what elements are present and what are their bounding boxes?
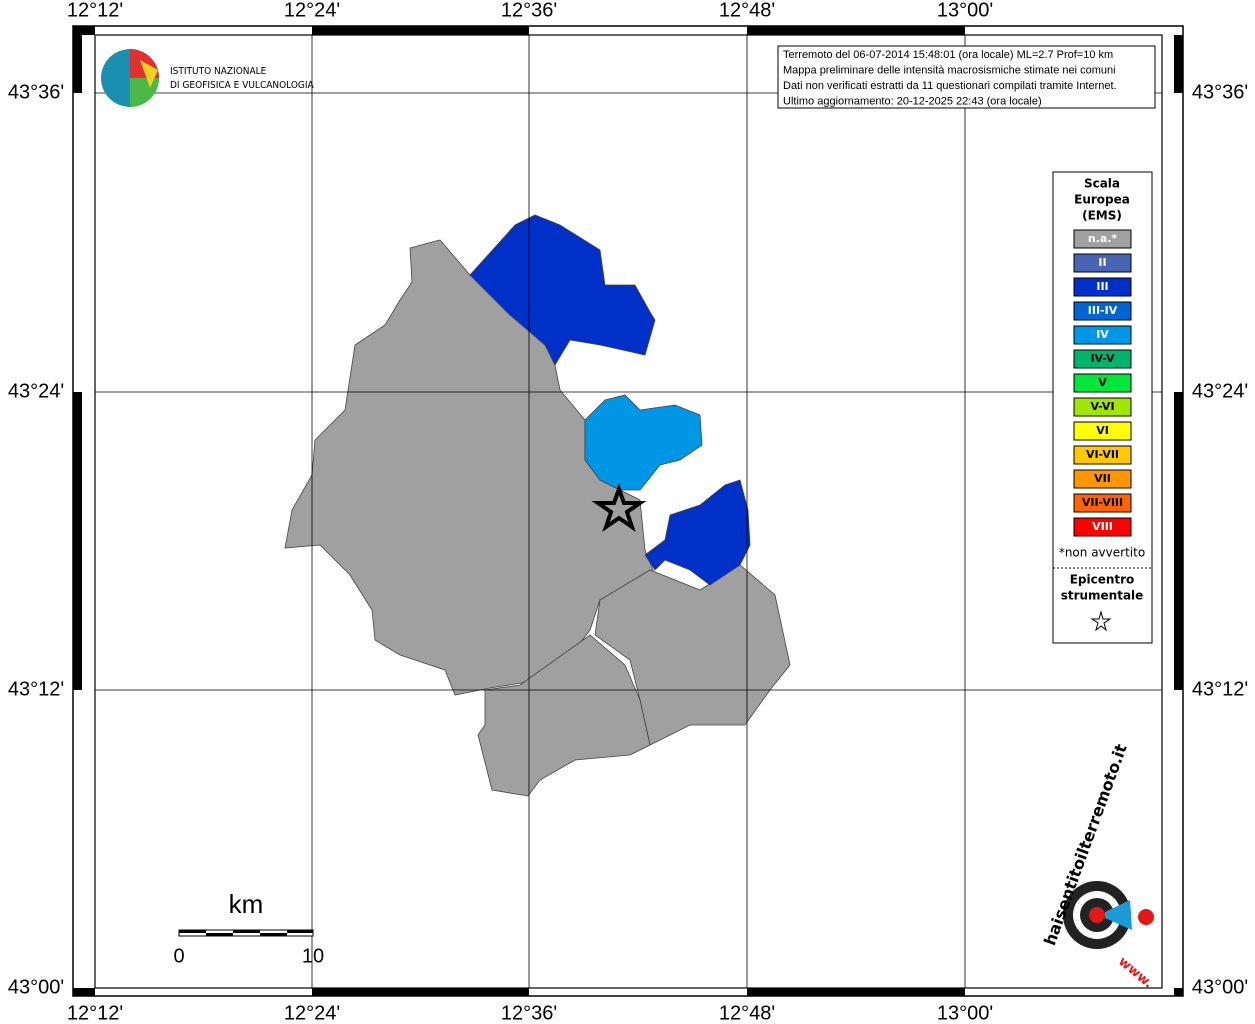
frame-bar	[1174, 988, 1183, 996]
logo-text: DI GEOFISICA E VULCANOLOGIA	[170, 80, 315, 91]
legend-label: III-IV	[1088, 304, 1118, 317]
legend-epicenter: strumentale	[1061, 589, 1144, 603]
lon-label: 12°48'	[719, 1002, 775, 1024]
legend: ScalaEuropea(EMS)n.a.*IIIIIIII-IVIVIV-VV…	[1073, 177, 1132, 537]
lon-label: 13°00'	[937, 0, 993, 21]
lat-label: 43°00'	[8, 976, 64, 998]
regions	[284, 214, 791, 797]
scale-label: 0	[173, 945, 184, 967]
lat-label: 43°24'	[1192, 380, 1248, 402]
scale-segment	[287, 930, 313, 933]
legend-note: *non avvertito	[1059, 546, 1145, 560]
legend-swatch	[1073, 517, 1132, 537]
scale-label: 10	[302, 945, 324, 967]
info-line: Ultimo aggiornamento: 20-12-2025 22:43 (…	[783, 95, 1042, 107]
info-line: Terremoto del 06-07-2014 15:48:01 (ora l…	[783, 49, 1113, 61]
lat-label: 43°36'	[1192, 81, 1248, 103]
info-box	[777, 45, 1156, 109]
legend-swatch	[1073, 445, 1132, 465]
epicenter-star	[591, 483, 647, 533]
legend-label: VI-VII	[1086, 448, 1119, 461]
ingv-logo: ISTITUTO NAZIONALE DI GEOFISICA E VULCAN…	[101, 49, 315, 107]
frame-bar	[747, 988, 965, 996]
region	[284, 239, 656, 696]
tick-labels: 12°12' 12°12' 12°24' 12°24' 12°36' 12°36' 12°4…	[8, 0, 1248, 1024]
legend-swatch	[1073, 229, 1132, 249]
legend-label: III	[1096, 280, 1108, 293]
info-lines: Terremoto del 06-07-2014 15:48:01 (ora l…	[783, 49, 1117, 108]
lat-label: 43°36'	[8, 81, 64, 103]
region	[644, 479, 751, 586]
legend-label: VII-VIII	[1082, 496, 1123, 509]
frame-bar	[1174, 392, 1183, 690]
legend-label: VI	[1096, 424, 1109, 437]
legend-swatch	[1073, 469, 1132, 489]
legend-swatch	[1073, 493, 1132, 513]
legend-title: Europea	[1074, 193, 1130, 207]
lon-label: 12°12'	[67, 0, 123, 21]
scale-unit: km	[229, 889, 264, 919]
scale-segment	[206, 933, 233, 936]
legend-star	[1090, 610, 1112, 632]
scale-bar: km 0 10	[173, 889, 324, 967]
lon-label: 12°12'	[67, 1002, 123, 1024]
frame-bar	[747, 26, 965, 35]
legend-swatch	[1073, 397, 1132, 417]
legend-label: II	[1098, 256, 1106, 269]
legend-label: IV-V	[1090, 352, 1115, 365]
scale-segment	[233, 930, 260, 933]
logo-segment	[140, 60, 158, 88]
site-logo-dot	[1089, 907, 1105, 923]
legend-swatch	[1073, 373, 1132, 393]
frame-bar	[73, 988, 95, 996]
lon-label: 12°36'	[501, 1002, 557, 1024]
legend-label: V	[1098, 376, 1107, 389]
frame-bar	[73, 35, 82, 93]
site-logo-badge	[1138, 909, 1154, 925]
legend-swatch	[1073, 349, 1132, 369]
region	[469, 214, 656, 366]
lon-label: 12°24'	[284, 0, 340, 21]
legend-label: n.a.*	[1088, 232, 1118, 245]
frame-bar	[73, 26, 95, 35]
info-line: Dati non verificati estratti da 11 quest…	[783, 80, 1117, 92]
legend-swatch	[1073, 421, 1132, 441]
frame-bars	[73, 26, 1183, 996]
scale-segment	[179, 930, 206, 933]
legend-swatch	[1073, 301, 1132, 321]
region	[594, 564, 791, 746]
lon-label: 12°24'	[284, 1002, 340, 1024]
lat-label: 43°12'	[8, 678, 64, 700]
legend-swatch	[1073, 253, 1132, 273]
lon-label: 12°36'	[501, 0, 557, 21]
site-logo-beam	[1105, 900, 1132, 930]
legend-swatch	[1073, 277, 1132, 297]
legend-swatch	[1073, 325, 1132, 345]
legend-label: V-VI	[1090, 400, 1114, 413]
legend-epicenter: Epicentro	[1070, 573, 1135, 587]
lat-label: 43°12'	[1192, 678, 1248, 700]
frame-bar	[1174, 35, 1183, 93]
legend-label: VII	[1094, 472, 1111, 485]
legend-label: VIII	[1092, 520, 1113, 533]
frame-bar	[312, 988, 529, 996]
frame-bar	[312, 26, 529, 35]
logo-text: ISTITUTO NAZIONALE	[170, 66, 267, 77]
frame-inner	[94, 34, 1163, 989]
legend-title: Scala	[1084, 177, 1120, 191]
scale-segment	[260, 933, 287, 936]
lon-label: 12°48'	[719, 0, 775, 21]
legend-label: IV	[1096, 328, 1109, 341]
info-line: Mappa preliminare delle intensità macros…	[783, 64, 1116, 76]
region	[584, 394, 703, 491]
logo-segment	[130, 78, 159, 107]
frame	[72, 25, 1184, 997]
legend-title: (EMS)	[1082, 209, 1122, 223]
lon-label: 13°00'	[937, 1002, 993, 1024]
lat-label: 43°00'	[1192, 976, 1248, 998]
region	[477, 634, 651, 797]
frame-bar	[73, 392, 82, 690]
lat-label: 43°24'	[8, 380, 64, 402]
